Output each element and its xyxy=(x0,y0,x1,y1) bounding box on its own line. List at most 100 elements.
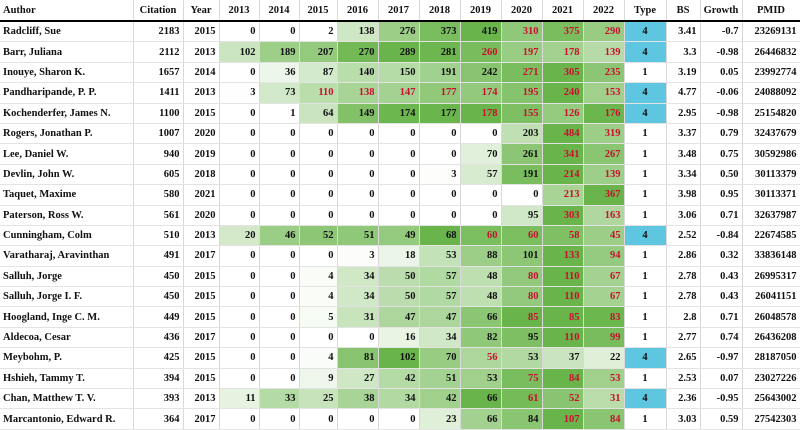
year-count-cell: 0 xyxy=(219,306,260,328)
year-count-cell: 110 xyxy=(542,266,584,288)
year-count-cell: 270 xyxy=(337,41,379,63)
year-count-cell: 261 xyxy=(501,143,543,165)
author-cell: Varatharaj, Aravinthan xyxy=(0,245,134,267)
year-cell: 2014 xyxy=(183,62,220,84)
bs-cell: 2.53 xyxy=(666,368,701,390)
year-count-cell: 0 xyxy=(299,327,338,349)
growth-cell: 0.59 xyxy=(700,408,743,430)
year-count-cell: 58 xyxy=(542,225,584,247)
year-count-cell: 0 xyxy=(219,123,260,145)
citation-cell: 491 xyxy=(133,245,184,267)
year-count-cell: 84 xyxy=(583,408,625,430)
bs-cell: 3.3 xyxy=(666,41,701,63)
year-count-cell: 242 xyxy=(460,62,502,84)
year-count-cell: 0 xyxy=(378,408,420,430)
citation-cell: 580 xyxy=(133,184,184,206)
year-count-cell: 85 xyxy=(501,306,543,328)
type-cell: 1 xyxy=(624,184,667,206)
author-cell: Inouye, Sharon K. xyxy=(0,62,134,84)
year-count-cell: 34 xyxy=(378,388,420,410)
year-count-cell: 87 xyxy=(299,62,338,84)
year-count-cell: 319 xyxy=(583,123,625,145)
year-count-cell: 25 xyxy=(299,388,338,410)
column-header-2020: 2020 xyxy=(501,0,543,22)
year-count-cell: 0 xyxy=(419,143,461,165)
year-count-cell: 139 xyxy=(583,164,625,186)
column-header-2018: 2018 xyxy=(419,0,461,22)
type-cell: 4 xyxy=(624,347,667,369)
year-count-cell: 0 xyxy=(219,143,260,165)
year-count-cell: 83 xyxy=(583,306,625,328)
year-cell: 2020 xyxy=(183,123,220,145)
year-count-cell: 0 xyxy=(501,184,543,206)
growth-cell: -0.95 xyxy=(700,388,743,410)
year-count-cell: 101 xyxy=(501,245,543,267)
year-count-cell: 73 xyxy=(259,82,300,104)
bs-cell: 2.78 xyxy=(666,266,701,288)
year-cell: 2015 xyxy=(183,306,220,328)
year-count-cell: 484 xyxy=(542,123,584,145)
year-count-cell: 18 xyxy=(378,245,420,267)
year-count-cell: 0 xyxy=(337,327,379,349)
year-count-cell: 57 xyxy=(460,164,502,186)
citation-cell: 449 xyxy=(133,306,184,328)
year-count-cell: 0 xyxy=(460,184,502,206)
year-count-cell: 191 xyxy=(501,164,543,186)
year-count-cell: 48 xyxy=(460,266,502,288)
year-count-cell: 20 xyxy=(219,225,260,247)
author-cell: Chan, Matthew T. V. xyxy=(0,388,134,410)
pmid-cell: 30592986 xyxy=(742,143,800,165)
year-count-cell: 88 xyxy=(460,245,502,267)
year-count-cell: 0 xyxy=(219,408,260,430)
column-header-2015: 2015 xyxy=(299,0,338,22)
year-count-cell: 52 xyxy=(542,388,584,410)
citation-cell: 1411 xyxy=(133,82,184,104)
year-count-cell: 153 xyxy=(583,82,625,104)
year-count-cell: 49 xyxy=(378,225,420,247)
bs-cell: 3.34 xyxy=(666,164,701,186)
year-count-cell: 0 xyxy=(219,164,260,186)
year-count-cell: 37 xyxy=(542,347,584,369)
year-count-cell: 0 xyxy=(219,368,260,390)
column-header-2019: 2019 xyxy=(460,0,502,22)
citation-cell: 605 xyxy=(133,164,184,186)
year-count-cell: 5 xyxy=(299,306,338,328)
year-cell: 2013 xyxy=(183,82,220,104)
growth-cell: 0.50 xyxy=(700,164,743,186)
type-cell: 4 xyxy=(624,103,667,124)
year-count-cell: 95 xyxy=(501,205,543,226)
bs-cell: 2.77 xyxy=(666,327,701,349)
year-count-cell: 3 xyxy=(219,82,260,104)
year-count-cell: 214 xyxy=(542,164,584,186)
year-count-cell: 163 xyxy=(583,205,625,226)
type-cell: 4 xyxy=(624,82,667,104)
year-count-cell: 0 xyxy=(259,184,300,206)
year-count-cell: 61 xyxy=(501,388,543,410)
pmid-cell: 26995317 xyxy=(742,266,800,288)
year-count-cell: 0 xyxy=(259,164,300,186)
type-cell: 1 xyxy=(624,245,667,267)
growth-cell: -0.97 xyxy=(700,347,743,369)
year-count-cell: 174 xyxy=(460,82,502,104)
year-count-cell: 0 xyxy=(219,327,260,349)
type-cell: 4 xyxy=(624,225,667,247)
type-cell: 1 xyxy=(624,205,667,226)
year-count-cell: 281 xyxy=(419,41,461,63)
author-cell: Kochenderfer, James N. xyxy=(0,103,134,124)
pmid-cell: 26048578 xyxy=(742,306,800,328)
year-count-cell: 22 xyxy=(583,347,625,369)
year-cell: 2015 xyxy=(183,266,220,288)
year-count-cell: 47 xyxy=(419,306,461,328)
pmid-cell: 26446832 xyxy=(742,41,800,63)
pmid-cell: 26041151 xyxy=(742,286,800,308)
year-count-cell: 150 xyxy=(378,62,420,84)
year-count-cell: 38 xyxy=(337,388,379,410)
year-count-cell: 0 xyxy=(219,347,260,369)
pmid-cell: 25643002 xyxy=(742,388,800,410)
year-count-cell: 176 xyxy=(583,103,625,124)
year-count-cell: 126 xyxy=(542,103,584,124)
pmid-cell: 26436208 xyxy=(742,327,800,349)
column-header-2014: 2014 xyxy=(259,0,300,22)
year-count-cell: 66 xyxy=(460,408,502,430)
table-row: Lee, Daniel W. 940 2019 0 0 0 0 0 0 70 261 341 267 1 3… xyxy=(0,143,800,165)
